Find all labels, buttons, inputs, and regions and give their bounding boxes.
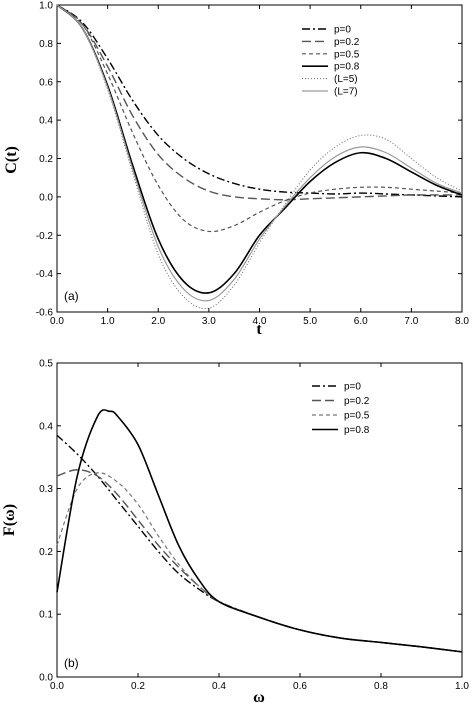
series-a bbox=[56, 4, 463, 310]
panel-label-b: (b) bbox=[64, 656, 79, 670]
panel-label-a: (a) bbox=[64, 289, 79, 303]
legend-entry: p=0 bbox=[344, 382, 361, 393]
x-tick-label: 5.0 bbox=[303, 316, 317, 327]
legend-entry: p=0.2 bbox=[344, 396, 370, 407]
legend-a: p=0p=0.2p=0.5 p=0.8(L=5) (L=7) bbox=[302, 25, 360, 98]
x-tick-label: 0.4 bbox=[212, 681, 226, 692]
x-tick-label: 4.0 bbox=[253, 316, 267, 327]
plot-b-frame bbox=[56, 362, 463, 678]
x-tick-label: 1.0 bbox=[455, 681, 469, 692]
series-line-p-0 bbox=[56, 4, 463, 198]
xlabel-a: t bbox=[256, 321, 262, 338]
legend-entry: p=0.8 bbox=[344, 425, 370, 436]
x-tick-label: 2.0 bbox=[151, 316, 165, 327]
y-tick-label: 0.0 bbox=[39, 673, 53, 684]
y-tick-label: -0.6 bbox=[36, 308, 54, 319]
y-tick-label: 0.6 bbox=[39, 77, 53, 88]
legend-entry: p=0.8 bbox=[334, 62, 360, 73]
y-tick-label: 0.2 bbox=[39, 547, 53, 558]
y-tick-label: 0.4 bbox=[39, 421, 53, 432]
legend-entry: p=0.2 bbox=[334, 37, 360, 48]
panel-b: F(ω) ω (b) 0.0 0.2 0.4 0.6 0.8 1.00.50.40.30.… bbox=[1, 359, 469, 707]
series-line-p-0-2 bbox=[56, 469, 463, 653]
series-line-L-7 bbox=[56, 4, 463, 302]
y-tick-label: 0.3 bbox=[39, 484, 53, 495]
series-b bbox=[56, 409, 463, 653]
x-tick-label: 7.0 bbox=[404, 316, 418, 327]
y-tick-label: -0.2 bbox=[36, 231, 54, 242]
x-tick-label: 0.8 bbox=[374, 681, 388, 692]
y-tick-label: 0.1 bbox=[39, 610, 53, 621]
xlabel-b: ω bbox=[253, 689, 265, 706]
y-tick-label: 0.8 bbox=[39, 39, 53, 50]
series-line-p-0-8 bbox=[56, 409, 463, 653]
ylabel-a: C(t) bbox=[3, 146, 20, 174]
y-tick-label: 1.0 bbox=[39, 1, 53, 12]
x-tick-label: 6.0 bbox=[354, 316, 368, 327]
y-tick-label: 0.5 bbox=[39, 359, 53, 370]
legend-entry: (L=7) bbox=[334, 87, 358, 98]
panel-a: C(t) t (a) 0.0 1.0 2.0 3.0 4.0 5.0 6.0 7.0 8.0 1.… bbox=[3, 1, 469, 339]
legend-entry: (L=5) bbox=[334, 74, 358, 85]
x-tick-label: 0.0 bbox=[50, 316, 64, 327]
series-line-p-0-5 bbox=[56, 472, 463, 653]
x-tick-label: 1.0 bbox=[101, 316, 115, 327]
legend-entry: p=0 bbox=[334, 25, 351, 36]
plot-a-frame bbox=[56, 4, 463, 313]
series-line-p-0 bbox=[56, 434, 463, 653]
y-tick-label: 0.4 bbox=[39, 116, 53, 127]
ticks-a: 0.0 1.0 2.0 3.0 4.0 5.0 6.0 7.0 8.0 1.0 0.8 0.6 0.4 0… bbox=[36, 1, 470, 328]
x-tick-label: 0.6 bbox=[293, 681, 307, 692]
x-tick-label: 0.0 bbox=[50, 681, 64, 692]
y-tick-label: -0.4 bbox=[36, 269, 54, 280]
y-tick-label: 0.0 bbox=[39, 192, 53, 203]
series-line-p-0-2 bbox=[56, 4, 462, 201]
ylabel-b: F(ω) bbox=[1, 504, 18, 536]
legend-b: p=0 p=0.2 p=0.5 p=0.8 bbox=[312, 382, 370, 436]
x-tick-label: 0.2 bbox=[131, 681, 145, 692]
x-tick-label: 3.0 bbox=[202, 316, 216, 327]
legend-entry: p=0.5 bbox=[334, 49, 360, 60]
series-line-p-0-5 bbox=[56, 4, 463, 233]
legend-entry: p=0.5 bbox=[344, 411, 370, 422]
y-tick-label: 0.2 bbox=[39, 154, 53, 165]
x-tick-label: 8.0 bbox=[455, 316, 469, 327]
ticks-b: 0.0 0.2 0.4 0.6 0.8 1.0 0.5 0.4 0.3 0.2 0.1 0.0 bbox=[39, 359, 469, 693]
series-line-p-0-8 bbox=[56, 4, 463, 294]
series-line-L-5 bbox=[56, 4, 463, 310]
